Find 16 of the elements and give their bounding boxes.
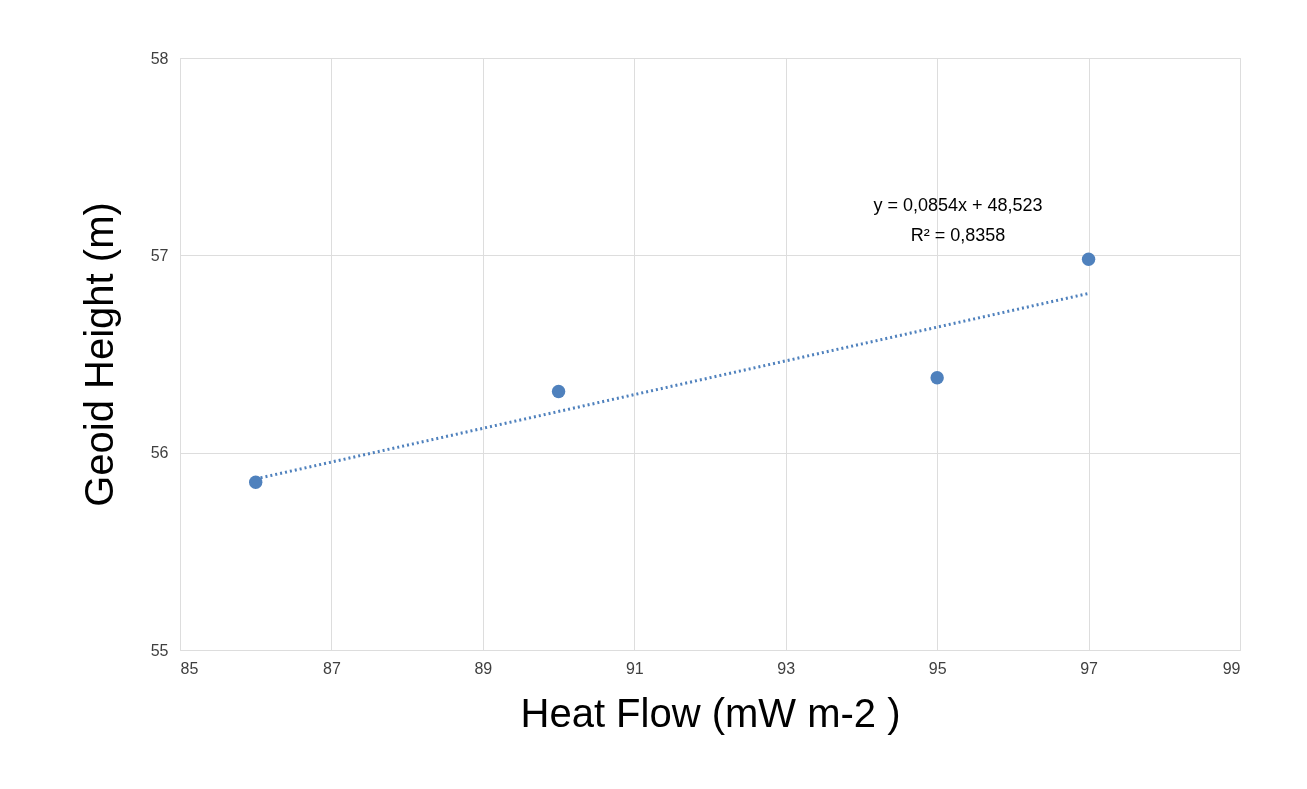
x-tick-label: 93: [777, 659, 796, 677]
x-tick-label: 97: [1080, 659, 1099, 677]
y-tick-label: 57: [150, 246, 169, 264]
x-axis-title: Heat Flow (mW m-2 ): [520, 690, 901, 735]
x-tick-label: 99: [1222, 659, 1241, 677]
y-axis-title: Geoid Height (m): [76, 202, 121, 507]
x-tick-label: 91: [625, 659, 644, 677]
x-tick-label: 95: [928, 659, 947, 677]
x-tick-label: 89: [474, 659, 493, 677]
x-tick-label: 87: [323, 659, 341, 677]
y-tick-label: 55: [150, 641, 169, 659]
annotation: R² = 0,8358: [910, 225, 1006, 245]
annotation: y = 0,0854x + 48,523: [873, 195, 1043, 215]
x-tick-label: 85: [180, 659, 199, 677]
y-tick-label: 56: [150, 444, 169, 462]
y-tick-label: 58: [150, 49, 169, 67]
